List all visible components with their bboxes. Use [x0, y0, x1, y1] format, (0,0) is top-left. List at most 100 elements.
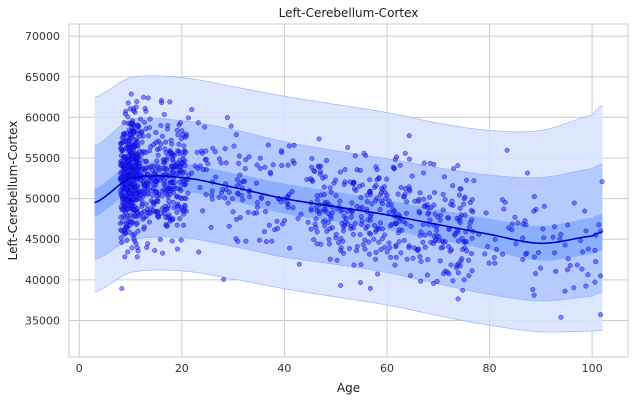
data-point	[122, 166, 128, 172]
data-point	[122, 254, 128, 260]
data-point	[351, 225, 357, 231]
data-point	[416, 208, 422, 215]
data-point	[422, 244, 428, 250]
data-point	[281, 218, 288, 224]
data-point	[460, 287, 466, 293]
data-point	[524, 170, 531, 176]
data-point	[384, 192, 390, 198]
data-point	[133, 190, 139, 197]
data-point	[181, 169, 187, 175]
data-point	[152, 247, 158, 253]
data-point	[177, 216, 183, 222]
data-point	[275, 225, 281, 231]
data-point	[329, 225, 335, 231]
data-point	[462, 212, 468, 218]
data-point	[154, 146, 161, 153]
data-point	[333, 235, 339, 241]
data-point	[167, 99, 173, 105]
data-point	[342, 219, 348, 225]
data-point	[469, 268, 475, 274]
data-point	[558, 314, 564, 320]
data-point	[278, 148, 285, 154]
data-point	[278, 199, 284, 205]
data-point	[137, 164, 143, 170]
data-point	[122, 153, 128, 159]
data-point	[397, 162, 403, 168]
data-point	[323, 158, 330, 164]
data-point	[582, 208, 588, 214]
data-point	[327, 256, 333, 262]
data-point	[426, 230, 433, 236]
data-point	[375, 271, 381, 277]
data-point	[154, 158, 160, 164]
data-point	[125, 120, 132, 126]
data-point	[146, 219, 153, 225]
data-point	[331, 180, 337, 186]
data-point	[407, 273, 414, 279]
data-point	[168, 150, 174, 157]
data-point	[131, 236, 137, 242]
data-point	[531, 254, 538, 260]
data-point	[168, 137, 174, 143]
data-point	[387, 223, 394, 229]
data-point	[175, 132, 181, 138]
data-point	[131, 212, 137, 218]
data-point	[341, 181, 347, 188]
data-point	[357, 167, 363, 173]
data-point	[461, 277, 467, 283]
data-point	[361, 150, 367, 156]
data-point	[243, 157, 249, 163]
data-point	[368, 192, 374, 198]
data-point	[328, 215, 334, 221]
data-point	[340, 238, 346, 244]
data-point	[144, 179, 150, 186]
data-point	[432, 211, 438, 217]
data-point	[551, 224, 558, 230]
data-point	[189, 106, 195, 113]
data-point	[457, 205, 463, 211]
data-point	[438, 245, 444, 251]
data-point	[469, 235, 475, 241]
data-point	[372, 256, 379, 262]
data-point	[209, 188, 215, 194]
data-point	[541, 203, 547, 209]
data-point	[185, 190, 191, 196]
data-point	[119, 175, 125, 181]
data-point	[531, 193, 537, 200]
data-point	[314, 241, 320, 247]
data-point	[180, 222, 187, 228]
data-point	[124, 237, 130, 243]
data-point	[131, 144, 138, 150]
data-point	[135, 122, 141, 128]
data-point	[402, 150, 408, 156]
data-point	[119, 239, 125, 245]
data-point	[129, 180, 135, 186]
data-point	[134, 167, 140, 173]
data-point	[291, 160, 297, 166]
data-point	[357, 280, 364, 286]
data-point	[520, 221, 526, 227]
data-point	[425, 257, 431, 263]
data-point	[367, 177, 373, 183]
data-point	[185, 115, 191, 121]
data-point	[120, 160, 126, 166]
y-tick-label: 40000	[25, 274, 60, 287]
data-point	[585, 246, 591, 252]
data-point	[157, 236, 163, 243]
data-point	[486, 260, 492, 266]
data-point	[150, 192, 156, 199]
data-point	[316, 136, 322, 142]
data-point	[565, 222, 571, 228]
data-point	[228, 123, 234, 129]
data-point	[358, 262, 364, 268]
data-point	[558, 231, 564, 237]
data-point	[369, 201, 375, 207]
data-point	[181, 207, 188, 213]
data-point	[337, 198, 343, 204]
data-point	[171, 205, 177, 211]
y-tick-label: 65000	[25, 71, 60, 84]
data-point	[130, 195, 136, 201]
y-tick-label: 35000	[25, 314, 60, 327]
data-point	[147, 206, 154, 212]
